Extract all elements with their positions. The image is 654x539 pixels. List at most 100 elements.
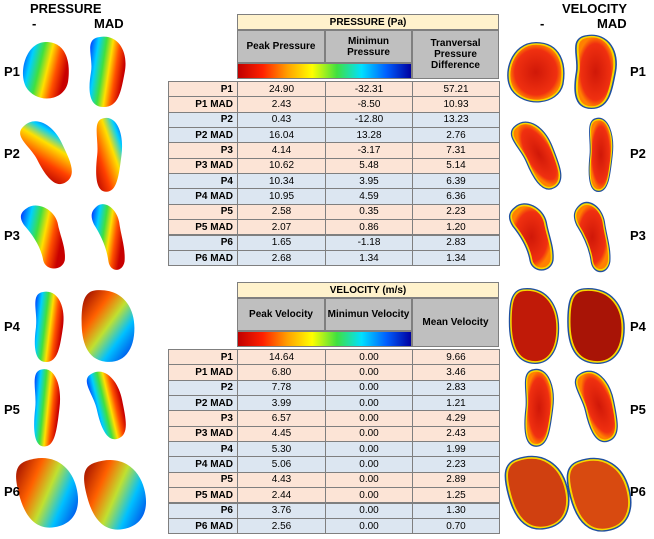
column-label: - bbox=[32, 16, 37, 31]
table-cell: 4.29 bbox=[412, 410, 500, 427]
table-cell: 10.62 bbox=[237, 157, 326, 175]
table-cell: 0.86 bbox=[325, 219, 413, 236]
contour bbox=[511, 205, 551, 268]
column-label: MAD bbox=[94, 16, 124, 31]
row-label: P1 bbox=[4, 64, 20, 79]
row-label: P2 MAD bbox=[168, 395, 238, 412]
table-cell: 2.23 bbox=[412, 456, 500, 473]
row-label: P3 MAD bbox=[168, 425, 238, 443]
row-label: P5 bbox=[4, 402, 20, 417]
table-cell: 0.00 bbox=[325, 425, 413, 443]
table-cell: 2.89 bbox=[412, 471, 500, 489]
table-cell: 2.76 bbox=[412, 127, 500, 144]
row-label: P1 bbox=[168, 81, 238, 98]
panel-title: VELOCITY bbox=[562, 1, 628, 16]
contour bbox=[79, 451, 153, 537]
table-cell: 0.00 bbox=[325, 410, 413, 427]
table-cell: 0.00 bbox=[325, 487, 413, 504]
table-cell: 13.23 bbox=[412, 111, 500, 129]
table-cell: 2.44 bbox=[237, 487, 326, 504]
row-label: P5 bbox=[630, 402, 646, 417]
table-cell: -3.17 bbox=[325, 142, 413, 159]
row-label: P3 bbox=[630, 228, 646, 243]
contour bbox=[526, 371, 552, 445]
row-label: P5 bbox=[168, 203, 238, 221]
row-label: P3 bbox=[168, 142, 238, 159]
table-cell: 16.04 bbox=[237, 127, 326, 144]
contour bbox=[34, 369, 61, 447]
row-label: P1 MAD bbox=[168, 364, 238, 381]
contour bbox=[502, 450, 574, 534]
contour bbox=[564, 452, 636, 536]
table-cell: 0.43 bbox=[237, 111, 326, 129]
row-label: P3 bbox=[4, 228, 20, 243]
table-cell: -8.50 bbox=[325, 96, 413, 113]
contour bbox=[588, 117, 614, 192]
table-cell: 1.21 bbox=[412, 395, 500, 412]
table-cell: 4.59 bbox=[325, 188, 413, 205]
row-label: P4 MAD bbox=[168, 188, 238, 205]
table-cell: 2.68 bbox=[237, 249, 326, 267]
row-label: P3 bbox=[168, 410, 238, 427]
table-cell: 2.43 bbox=[412, 425, 500, 443]
table-cell: -12.80 bbox=[325, 111, 413, 129]
row-label: P2 bbox=[630, 146, 646, 161]
table-cell: 0.00 bbox=[325, 441, 413, 458]
table-cell: 0.00 bbox=[325, 502, 413, 519]
row-label: P6 MAD bbox=[168, 517, 238, 535]
table-cell: 2.83 bbox=[412, 234, 500, 251]
table-cell: 7.31 bbox=[412, 142, 500, 159]
table-cell: 10.95 bbox=[237, 188, 326, 205]
contour bbox=[89, 36, 126, 107]
contour bbox=[511, 290, 557, 362]
table-cell: 6.36 bbox=[412, 188, 500, 205]
contour bbox=[91, 204, 125, 270]
panel-title: PRESSURE bbox=[30, 1, 102, 16]
table-cell: 0.35 bbox=[325, 203, 413, 221]
table-cell: 6.80 bbox=[237, 364, 326, 381]
pressure-contours bbox=[11, 36, 153, 537]
table-cell: 2.23 bbox=[412, 203, 500, 221]
table-cell: 0.00 bbox=[325, 456, 413, 473]
row-label: P4 bbox=[168, 441, 238, 458]
table-cell: 3.76 bbox=[237, 502, 326, 519]
table-cell: 4.45 bbox=[237, 425, 326, 443]
contour bbox=[571, 365, 627, 446]
table-title: PRESSURE (Pa) bbox=[237, 14, 499, 30]
column-header: Mean Velocity bbox=[412, 298, 499, 347]
table-cell: 1.20 bbox=[412, 219, 500, 236]
table-cell: 0.00 bbox=[325, 395, 413, 412]
table-cell: 14.64 bbox=[237, 349, 326, 366]
contour bbox=[577, 37, 614, 107]
table-cell: 1.99 bbox=[412, 441, 500, 458]
table-cell: 6.39 bbox=[412, 173, 500, 190]
column-header: Peak Pressure bbox=[237, 30, 325, 63]
row-label: P1 bbox=[630, 64, 646, 79]
table-cell: 57.21 bbox=[412, 81, 500, 98]
table-cell: 0.00 bbox=[325, 517, 413, 535]
table-cell: 10.93 bbox=[412, 96, 500, 113]
row-label: P2 bbox=[4, 146, 20, 161]
row-label: P6 bbox=[630, 484, 646, 499]
table-cell: 3.99 bbox=[237, 395, 326, 412]
colorbar bbox=[237, 63, 412, 79]
table-cell: 13.28 bbox=[325, 127, 413, 144]
contour bbox=[81, 290, 135, 362]
column-header: Minimun Pressure bbox=[325, 30, 412, 63]
contour bbox=[506, 114, 572, 194]
row-label: P6 MAD bbox=[168, 249, 238, 267]
table-cell: 5.48 bbox=[325, 157, 413, 175]
table-cell: 5.30 bbox=[237, 441, 326, 458]
row-label: P6 bbox=[168, 234, 238, 251]
velocity-contours bbox=[502, 37, 636, 536]
table-cell: 5.06 bbox=[237, 456, 326, 473]
table-cell: 2.83 bbox=[412, 379, 500, 397]
table-cell: 0.00 bbox=[325, 349, 413, 366]
row-label: P5 MAD bbox=[168, 219, 238, 236]
table-cell: 1.34 bbox=[412, 249, 500, 267]
colorbar bbox=[237, 331, 412, 347]
column-header: Minimun Velocity bbox=[325, 298, 412, 331]
table-cell: 3.95 bbox=[325, 173, 413, 190]
row-label: P5 bbox=[168, 471, 238, 489]
contour bbox=[570, 290, 623, 362]
